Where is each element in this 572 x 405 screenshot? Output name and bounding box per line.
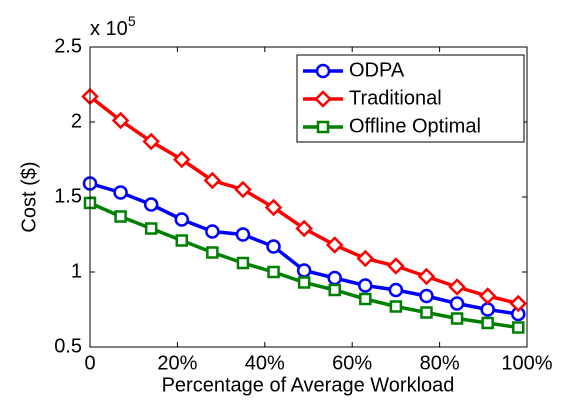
marker [267,265,280,279]
marker [325,236,344,254]
marker [419,288,434,304]
y-tick-label: 0.5 [54,335,82,357]
marker [236,256,250,270]
y-multiplier: x 105 [90,13,136,41]
marker [327,270,342,286]
marker [417,267,436,286]
marker [512,321,525,334]
x-tick-label: 40% [245,352,285,374]
marker [113,185,128,200]
y-tick-label: 1.5 [54,185,82,207]
marker [235,227,251,242]
marker [328,283,341,297]
y-tick-label: 2.5 [54,35,82,57]
marker [358,278,373,293]
marker [297,276,311,289]
multiplier-exponent: 5 [128,13,136,29]
legend: ODPA Traditional Offline Optimal [296,54,525,143]
marker [142,132,160,151]
marker [509,294,528,313]
marker [144,222,158,235]
marker [175,234,189,247]
marker [480,302,495,317]
marker [174,212,190,227]
marker [359,292,372,306]
y-tick-label: 1 [71,260,82,282]
marker [114,210,127,223]
legend-label: Offline Optimal [349,115,481,137]
marker [448,278,466,296]
marker [295,219,313,238]
marker [315,63,331,79]
marker [234,180,252,199]
x-tick-label: 60% [332,352,372,374]
marker [389,300,403,313]
marker [205,224,220,239]
marker [111,111,130,130]
marker [203,171,222,190]
marker [356,249,375,268]
marker [264,198,283,217]
x-tick-label: 100% [501,352,552,374]
marker [388,282,404,298]
y-axis-label: Cost ($) [18,161,40,232]
marker [316,120,330,134]
marker [206,246,219,259]
axes-box [89,46,528,348]
legend-label: Traditional [349,87,442,109]
x-tick-label: 20% [157,352,197,374]
marker [314,90,332,108]
marker [387,257,405,275]
x-tick-label: 0 [84,352,95,374]
legend-label: ODPA [349,59,405,81]
marker [420,306,433,319]
marker [266,239,281,254]
multiplier-base: x 10 [90,18,128,40]
marker [481,316,494,330]
marker [296,263,312,278]
marker [450,312,464,325]
marker [173,150,191,169]
y-tick-label: 2 [71,110,82,132]
marker [478,287,497,305]
marker [449,296,465,311]
x-tick-label: 80% [420,352,460,374]
marker [143,197,159,212]
x-axis-label: Percentage of Average Workload [162,374,455,396]
